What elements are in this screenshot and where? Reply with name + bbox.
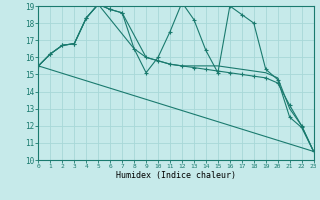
X-axis label: Humidex (Indice chaleur): Humidex (Indice chaleur) (116, 171, 236, 180)
